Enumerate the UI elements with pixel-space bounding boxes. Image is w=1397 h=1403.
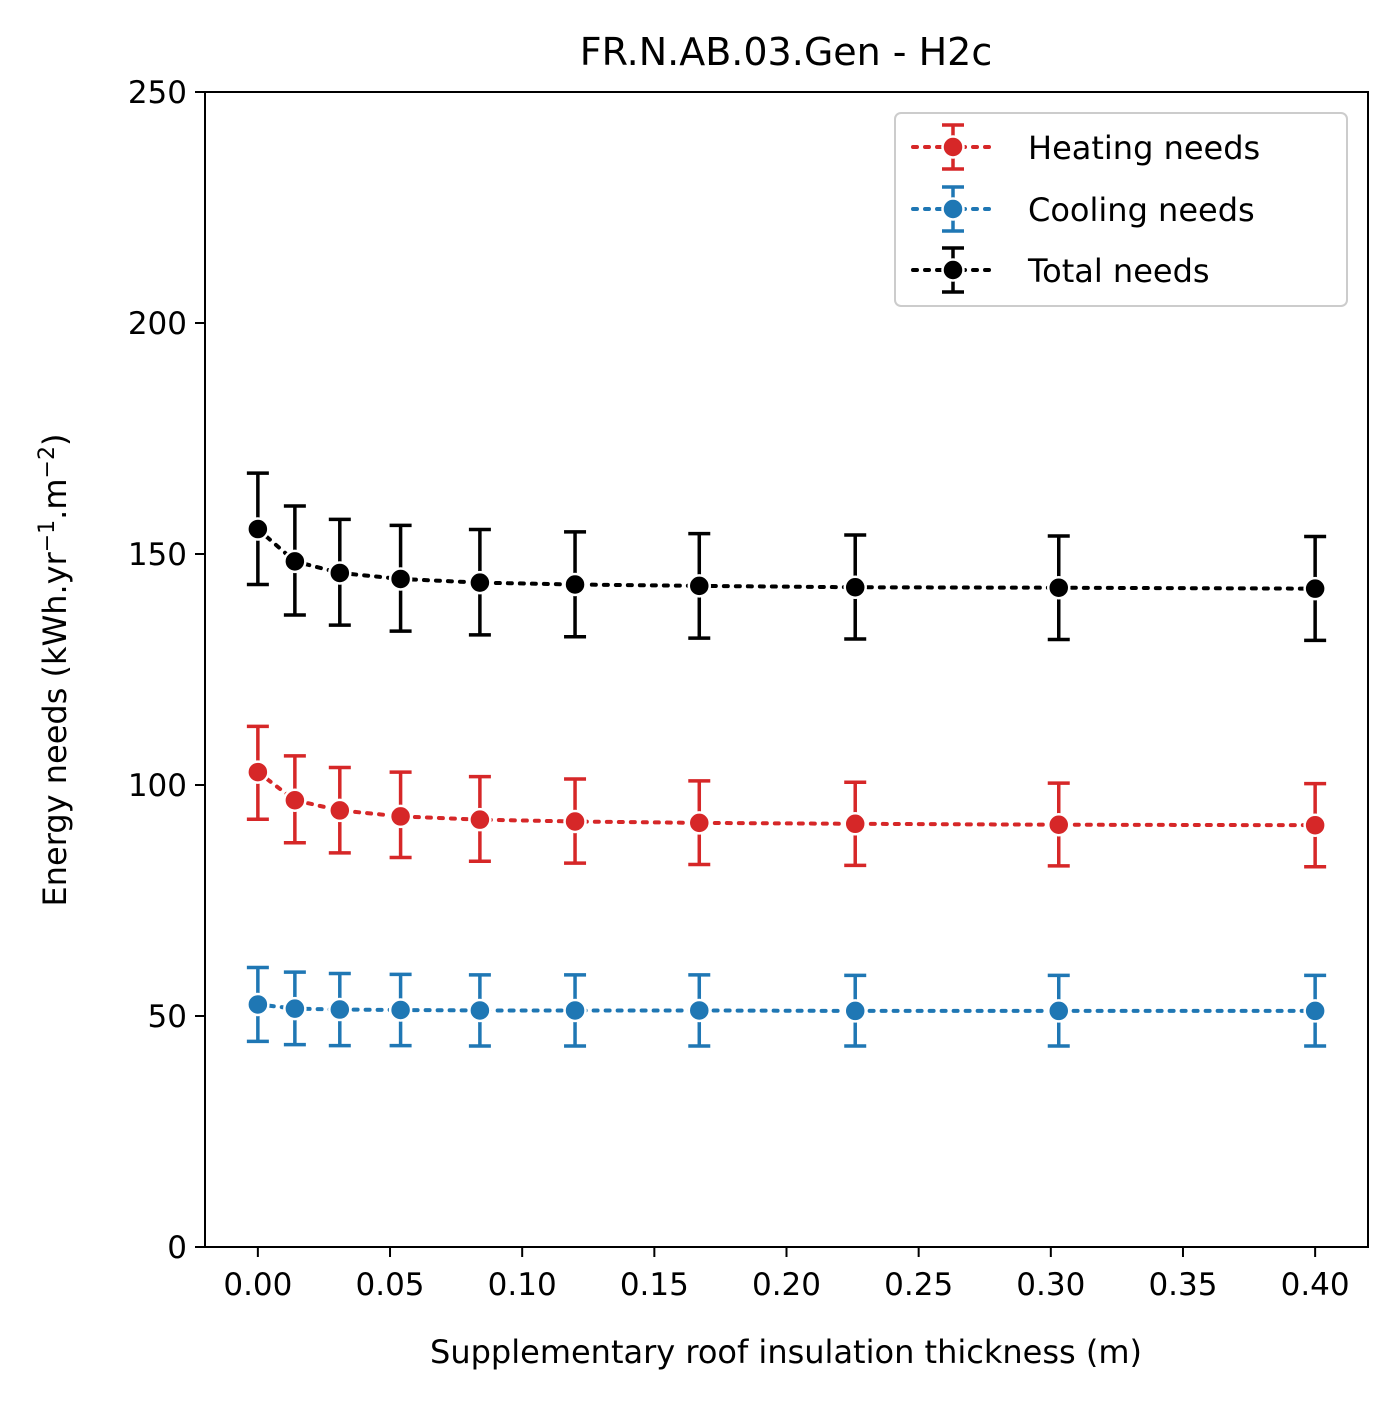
x-tick-label: 0.10 [488, 1267, 557, 1303]
series-total-needs [246, 471, 1327, 643]
legend-item-total-needs: Total needs [911, 246, 1210, 294]
data-point [328, 997, 352, 1022]
chart-title: FR.N.AB.03.Gen - H2c [580, 30, 993, 74]
legend-item-heating-needs: Heating needs [911, 123, 1260, 171]
series-line-total-needs [255, 527, 1318, 591]
x-tick-label: 0.00 [223, 1267, 292, 1303]
data-point [246, 992, 270, 1017]
y-axis-label-sup2: −2 [35, 446, 60, 478]
x-tick-label: 0.05 [356, 1267, 425, 1303]
x-axis-label: Supplementary roof insulation thickness … [430, 1333, 1142, 1371]
data-point [468, 998, 492, 1023]
data-point [468, 807, 492, 832]
legend-marker [941, 197, 965, 221]
y-tick-label: 0 [167, 1230, 187, 1266]
data-point [283, 996, 307, 1021]
data-point [328, 798, 352, 823]
data-point [687, 574, 712, 598]
y-axis-label: Energy needs (kWh.yr−1.m−2) [35, 434, 75, 907]
legend: Heating needs Cooling needs Total needs [894, 112, 1348, 307]
legend-marker [941, 258, 965, 282]
data-point [468, 570, 492, 595]
data-point [1303, 813, 1327, 837]
y-axis-label-main: Energy needs (kWh.yr [36, 551, 74, 906]
x-tick-label: 0.35 [1148, 1267, 1217, 1303]
data-point [246, 517, 270, 541]
y-tick-label: 100 [128, 768, 187, 804]
data-point [1046, 812, 1071, 837]
y-axis-label-end: ) [36, 434, 74, 446]
data-point [687, 811, 712, 835]
y-axis-label-mid: .m [36, 478, 74, 519]
y-tick-label: 50 [148, 999, 187, 1035]
legend-label: Heating needs [1028, 129, 1260, 167]
x-tick-label: 0.40 [1281, 1267, 1350, 1303]
legend-label: Total needs [1027, 252, 1210, 290]
plot-area [246, 471, 1327, 1048]
data-point [388, 804, 413, 829]
series-line-cooling-needs [255, 1002, 1318, 1013]
x-tick-label: 0.20 [752, 1267, 821, 1303]
data-point [843, 575, 867, 600]
data-point [563, 998, 587, 1023]
data-point [843, 812, 867, 836]
data-point [328, 561, 352, 585]
legend-label: Cooling needs [1028, 191, 1255, 229]
x-tick-label: 0.25 [884, 1267, 953, 1303]
data-point [246, 760, 270, 784]
y-axis-ticks: 0 50 100 150 200 250 [128, 75, 205, 1266]
data-point [1303, 999, 1327, 1023]
series-heating-needs [246, 724, 1327, 869]
data-point [843, 999, 867, 1023]
data-point [283, 788, 307, 812]
x-tick-label: 0.30 [1016, 1267, 1085, 1303]
y-tick-label: 250 [128, 75, 187, 111]
data-point [563, 809, 587, 834]
legend-item-cooling-needs: Cooling needs [911, 185, 1255, 233]
legend-marker [941, 135, 965, 159]
y-axis-label-sup1: −1 [35, 520, 60, 552]
data-point [687, 998, 712, 1023]
data-point [388, 567, 413, 591]
y-tick-label: 150 [128, 537, 187, 573]
data-point [563, 572, 587, 597]
x-tick-label: 0.15 [620, 1267, 689, 1303]
y-tick-label: 200 [128, 306, 187, 342]
data-point [388, 998, 413, 1022]
series-cooling-needs [246, 965, 1327, 1048]
data-point [1303, 576, 1327, 601]
data-point [1046, 575, 1071, 600]
data-point [283, 549, 307, 574]
data-point [1046, 999, 1071, 1023]
x-axis-ticks: 0.00 0.05 0.10 0.15 0.20 0.25 0.30 0.35 0.40 [223, 1247, 1350, 1303]
legend-box [894, 112, 1348, 307]
series-line-heating-needs [255, 770, 1318, 828]
axes: 0.00 0.05 0.10 0.15 0.20 0.25 0.30 0.35 0.40 0 50… [128, 75, 1369, 1303]
